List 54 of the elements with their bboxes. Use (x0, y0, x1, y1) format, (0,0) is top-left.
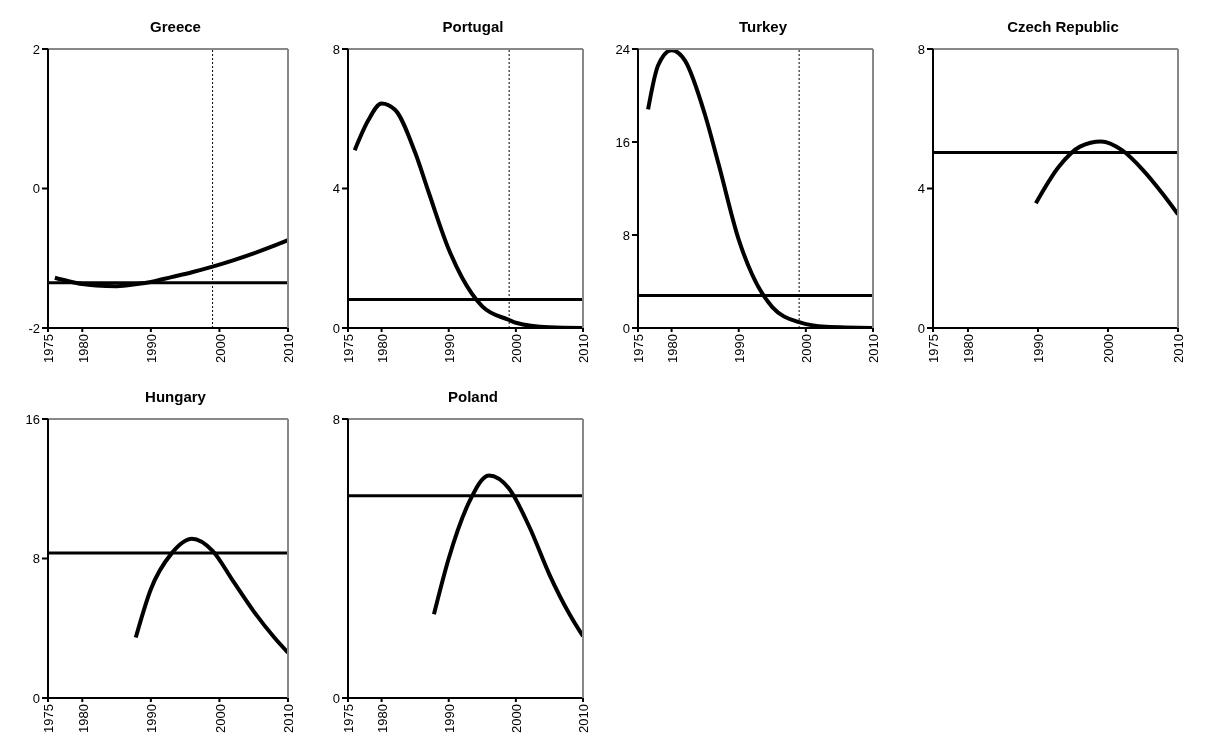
x-tick-label: 1980 (374, 704, 390, 733)
x-tick-label: 2010 (866, 334, 882, 363)
x-tick-label: 1975 (341, 704, 357, 733)
x-tick-label: 2000 (509, 334, 525, 363)
y-tick-label: 2 (32, 41, 40, 57)
y-tick-label: 0 (917, 320, 925, 336)
x-tick-label: 1990 (1031, 334, 1047, 363)
chart-title: Greece (149, 18, 202, 37)
x-tick-label: 2010 (281, 334, 297, 363)
y-tick-label: 0 (332, 690, 340, 706)
y-tick-label: 8 (332, 411, 340, 427)
y-tick-label: 16 (25, 411, 40, 427)
y-tick-label: 0 (332, 320, 340, 336)
chart-title: Portugal (441, 18, 505, 37)
y-tick-label: 0 (622, 320, 630, 336)
x-tick-label: 2000 (212, 334, 228, 363)
x-tick-label: 2000 (799, 334, 815, 363)
chart-title: Turkey (737, 18, 789, 37)
y-tick-label: -2 (28, 320, 40, 336)
y-tick-label: 24 (615, 41, 630, 57)
x-tick-label: 1980 (664, 334, 680, 363)
x-tick-label: 1980 (75, 704, 91, 733)
chart-title: Hungary (144, 388, 207, 407)
y-tick-label: 4 (332, 181, 340, 197)
chart-title: Czech Republic (1006, 18, 1120, 37)
x-tick-label: 1990 (144, 704, 160, 733)
x-tick-label: 2000 (509, 704, 525, 733)
x-tick-label: 2010 (281, 704, 297, 733)
x-tick-label: 2010 (576, 334, 592, 363)
x-tick-label: 2000 (1101, 334, 1117, 363)
x-tick-label: 2010 (1171, 334, 1187, 363)
x-tick-label: 1980 (961, 334, 977, 363)
y-tick-label: 8 (32, 551, 40, 567)
x-tick-label: 2000 (212, 704, 228, 733)
x-tick-label: 1975 (631, 334, 647, 363)
chart-title: Poland (447, 388, 499, 407)
x-tick-label: 1980 (75, 334, 91, 363)
y-tick-label: 0 (32, 690, 40, 706)
x-tick-label: 1990 (441, 334, 457, 363)
x-tick-label: 2010 (576, 704, 592, 733)
y-tick-label: 0 (32, 181, 40, 197)
x-tick-label: 1975 (41, 704, 57, 733)
y-tick-label: 16 (615, 134, 630, 150)
x-tick-label: 1990 (441, 704, 457, 733)
x-tick-label: 1990 (731, 334, 747, 363)
x-tick-label: 1975 (926, 334, 942, 363)
y-tick-label: 8 (622, 227, 630, 243)
y-tick-label: 8 (332, 41, 340, 57)
x-tick-label: 1980 (374, 334, 390, 363)
y-tick-label: 4 (917, 181, 925, 197)
x-tick-label: 1975 (41, 334, 57, 363)
x-tick-label: 1975 (341, 334, 357, 363)
y-tick-label: 8 (917, 41, 925, 57)
x-tick-label: 1990 (144, 334, 160, 363)
